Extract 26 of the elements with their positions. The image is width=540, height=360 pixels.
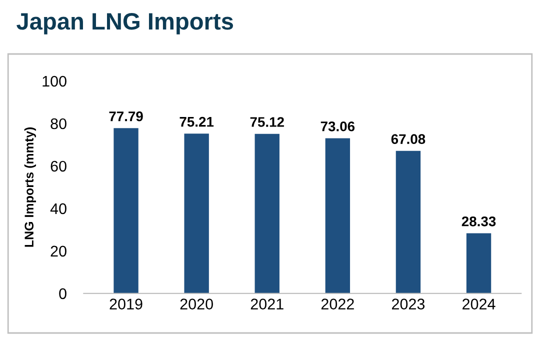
- y-axis-title: LNG Imports (mmty): [24, 127, 36, 247]
- y-tick-label: 60: [50, 160, 66, 172]
- data-label: 67.08: [391, 134, 426, 144]
- x-tick-label: 2021: [250, 298, 284, 310]
- data-label: 73.06: [320, 121, 355, 132]
- x-tick-label: 2020: [180, 298, 213, 310]
- x-tick-label: 2019: [110, 298, 142, 310]
- y-tick-label: 20: [50, 246, 66, 257]
- bar: [184, 134, 209, 294]
- data-label: 28.33: [462, 216, 496, 226]
- bar: [396, 150, 421, 294]
- x-tick-label: 2022: [321, 298, 354, 310]
- data-label: 75.21: [180, 116, 214, 127]
- x-tick-label: 2023: [392, 298, 425, 310]
- data-label: 77.79: [109, 111, 143, 122]
- chart-title: Japan LNG Imports: [16, 13, 234, 34]
- bar: [466, 233, 492, 294]
- y-tick-label: 80: [50, 118, 66, 130]
- bar: [254, 134, 280, 294]
- x-tick-label: 2024: [462, 298, 496, 310]
- bar: [325, 138, 350, 294]
- y-tick-label: 0: [59, 288, 66, 300]
- y-tick-label: 40: [50, 203, 66, 214]
- data-label: 75.12: [250, 117, 284, 127]
- bar: [114, 128, 138, 294]
- y-tick-label: 100: [42, 76, 66, 87]
